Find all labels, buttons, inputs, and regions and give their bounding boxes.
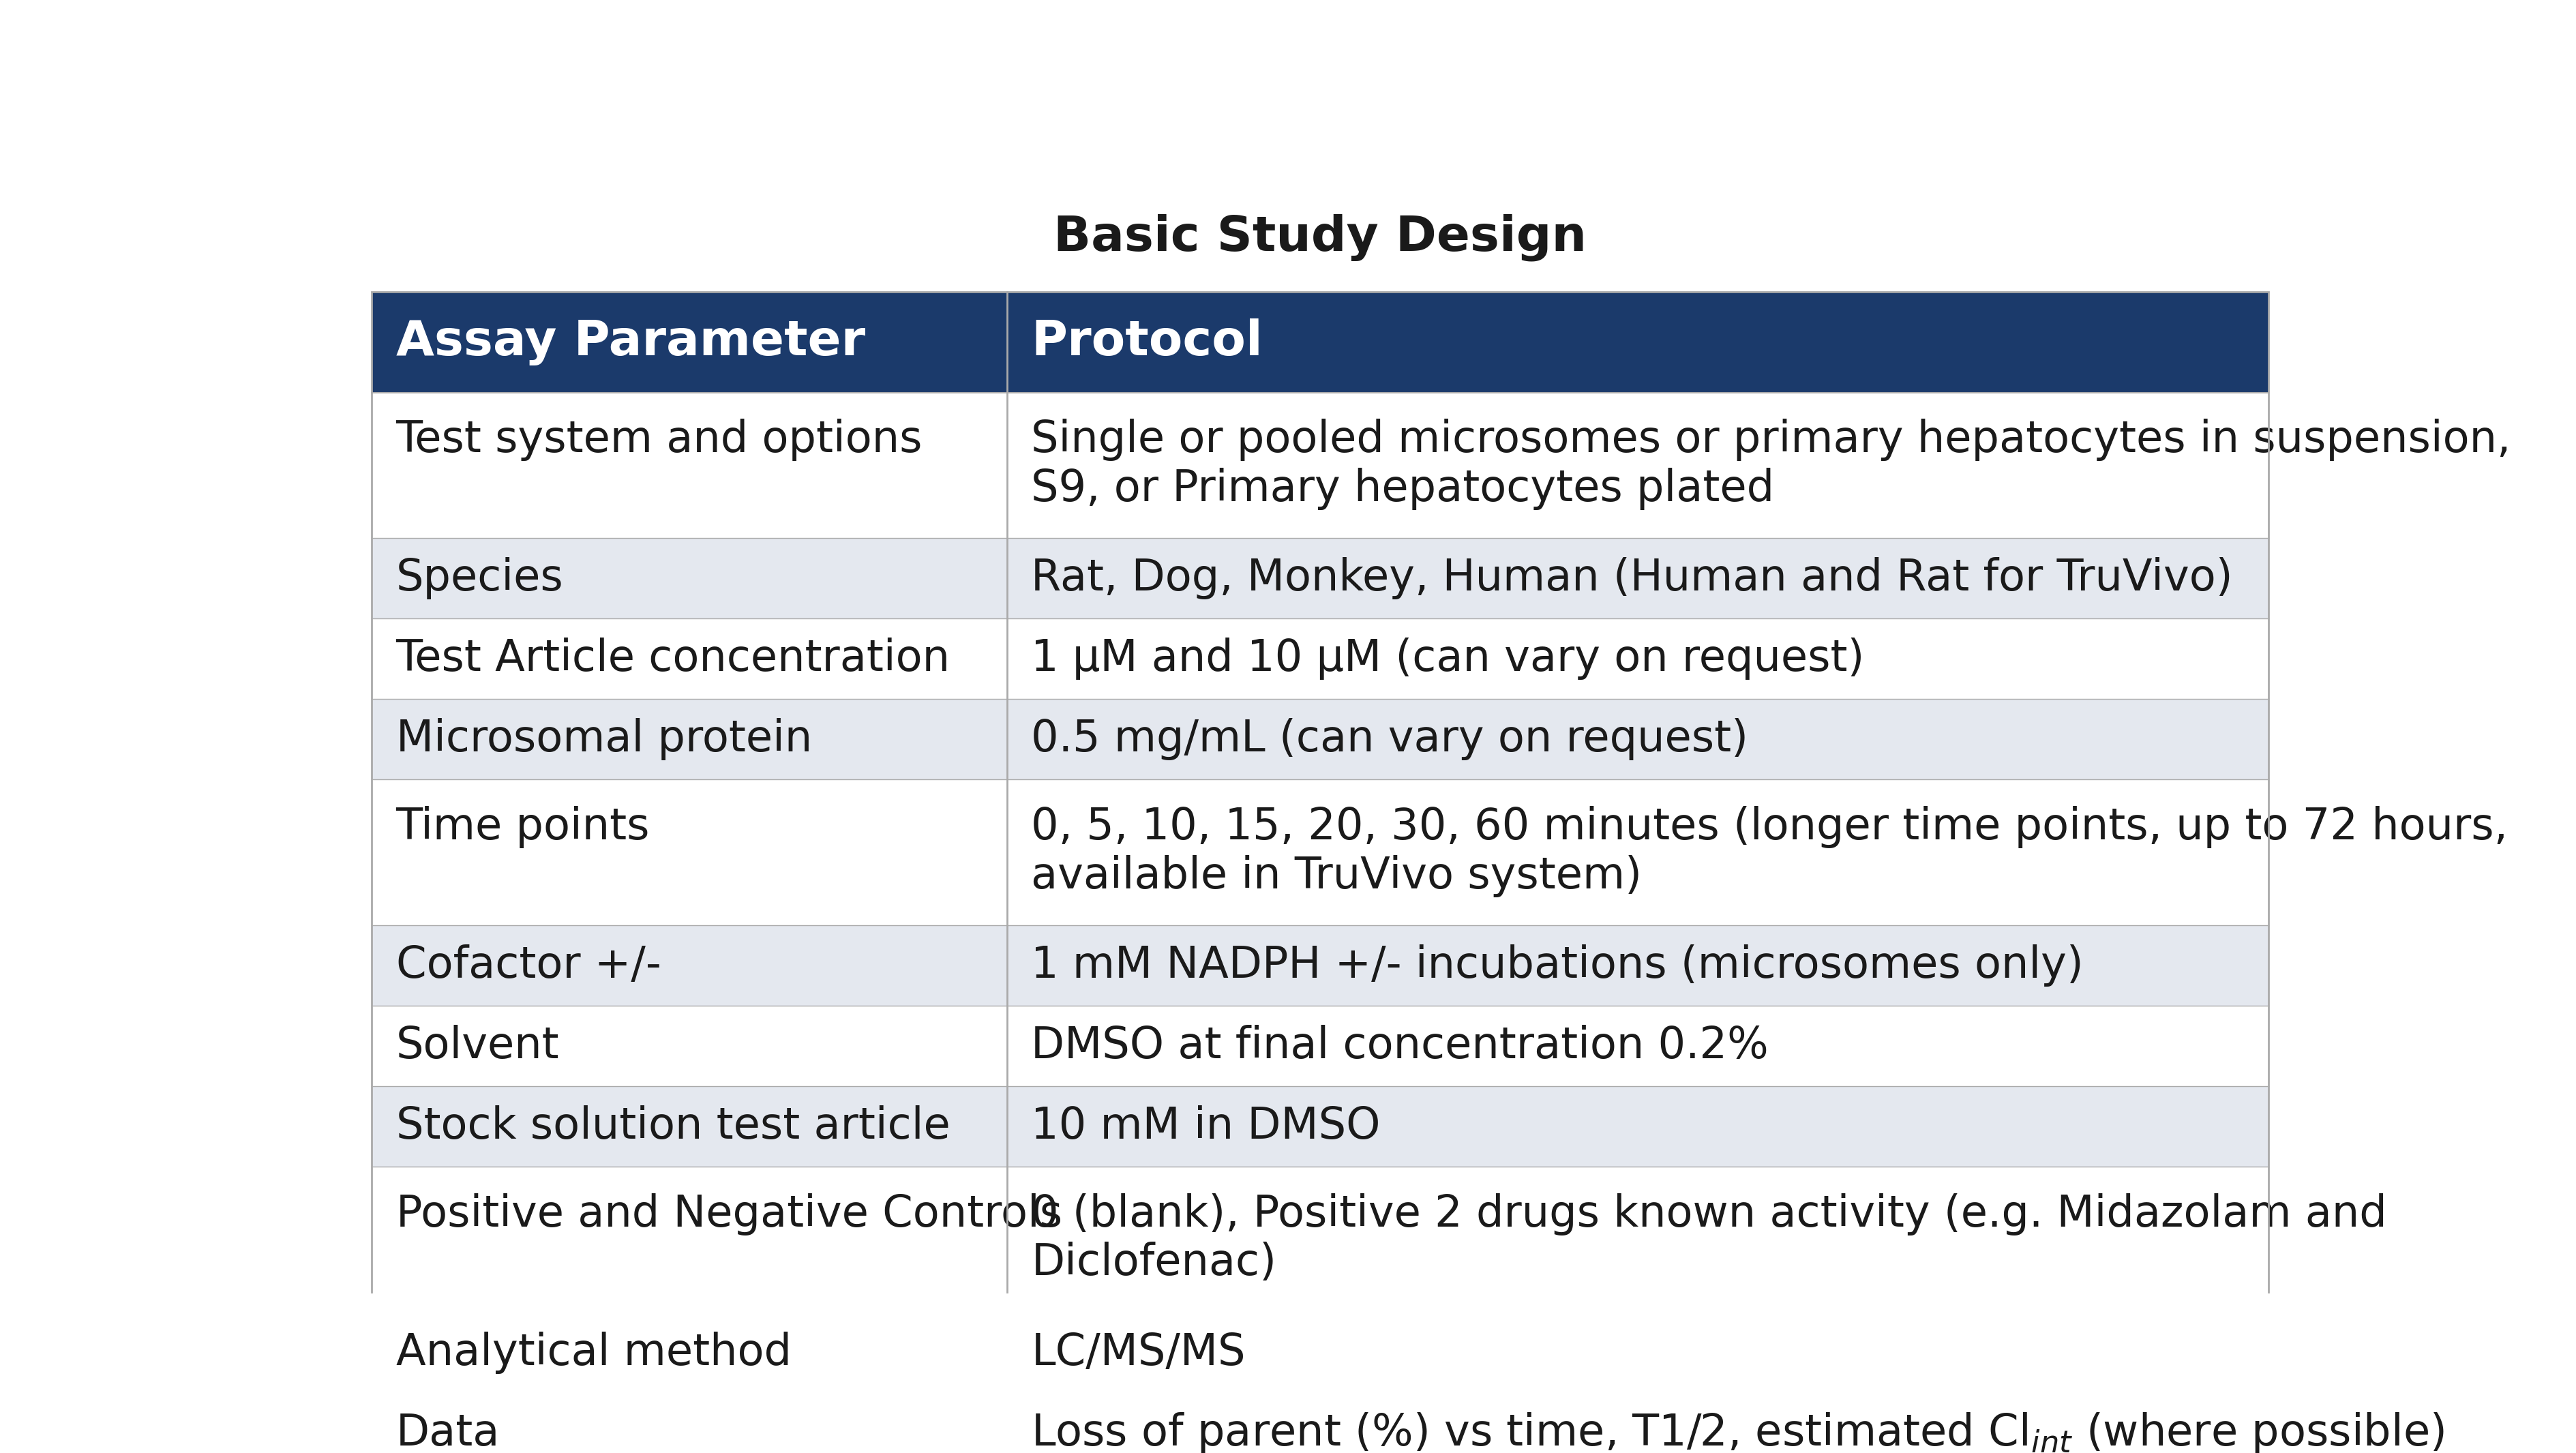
Text: Rat, Dog, Monkey, Human (Human and Rat for TruVivo): Rat, Dog, Monkey, Human (Human and Rat f… — [1030, 556, 2233, 600]
FancyBboxPatch shape — [371, 392, 1007, 538]
FancyBboxPatch shape — [1007, 538, 2269, 619]
FancyBboxPatch shape — [371, 538, 1007, 619]
Text: Protocol: Protocol — [1030, 318, 1262, 366]
FancyBboxPatch shape — [371, 1087, 1007, 1167]
FancyBboxPatch shape — [371, 926, 1007, 1005]
FancyBboxPatch shape — [1007, 1167, 2269, 1312]
Text: Positive and Negative Controls: Positive and Negative Controls — [397, 1193, 1061, 1235]
FancyBboxPatch shape — [371, 1393, 1007, 1453]
Text: Test system and options: Test system and options — [397, 418, 922, 461]
Text: Microsomal protein: Microsomal protein — [397, 718, 811, 760]
FancyBboxPatch shape — [1007, 392, 2269, 538]
Text: Cofactor +/-: Cofactor +/- — [397, 944, 662, 987]
Text: Data: Data — [397, 1412, 500, 1453]
Text: 10 mM in DMSO: 10 mM in DMSO — [1030, 1106, 1381, 1148]
Text: 0 (blank), Positive 2 drugs known activity (e.g. Midazolam and
Diclofenac): 0 (blank), Positive 2 drugs known activi… — [1030, 1193, 2388, 1284]
Text: Solvent: Solvent — [397, 1024, 559, 1067]
FancyBboxPatch shape — [1007, 1087, 2269, 1167]
Text: Basic Study Design: Basic Study Design — [1054, 214, 1587, 262]
FancyBboxPatch shape — [1007, 699, 2269, 780]
Text: DMSO at final concentration 0.2%: DMSO at final concentration 0.2% — [1030, 1024, 1770, 1067]
Text: Species: Species — [397, 556, 564, 600]
Text: Time points: Time points — [397, 806, 649, 849]
FancyBboxPatch shape — [371, 619, 1007, 699]
Text: Assay Parameter: Assay Parameter — [397, 318, 866, 366]
FancyBboxPatch shape — [1007, 780, 2269, 926]
Text: 1 μM and 10 μM (can vary on request): 1 μM and 10 μM (can vary on request) — [1030, 638, 1865, 680]
Text: Loss of parent (%) vs time, T1/2, estimated Cl$_{int}$ (where possible): Loss of parent (%) vs time, T1/2, estima… — [1030, 1411, 2445, 1453]
FancyBboxPatch shape — [1007, 619, 2269, 699]
FancyBboxPatch shape — [371, 699, 1007, 780]
FancyBboxPatch shape — [371, 1312, 1007, 1393]
FancyBboxPatch shape — [1007, 926, 2269, 1005]
Text: 0, 5, 10, 15, 20, 30, 60 minutes (longer time points, up to 72 hours,
available : 0, 5, 10, 15, 20, 30, 60 minutes (longer… — [1030, 806, 2509, 897]
FancyBboxPatch shape — [1007, 1005, 2269, 1087]
Text: 1 mM NADPH +/- incubations (microsomes only): 1 mM NADPH +/- incubations (microsomes o… — [1030, 944, 2084, 987]
Text: Single or pooled microsomes or primary hepatocytes in suspension,
S9, or Primary: Single or pooled microsomes or primary h… — [1030, 418, 2512, 510]
FancyBboxPatch shape — [371, 1005, 1007, 1087]
FancyBboxPatch shape — [1007, 1393, 2269, 1453]
Text: 0.5 mg/mL (can vary on request): 0.5 mg/mL (can vary on request) — [1030, 718, 1749, 760]
FancyBboxPatch shape — [1007, 292, 2269, 392]
Text: Stock solution test article: Stock solution test article — [397, 1106, 951, 1148]
Text: Test Article concentration: Test Article concentration — [397, 638, 951, 680]
FancyBboxPatch shape — [371, 780, 1007, 926]
Text: LC/MS/MS: LC/MS/MS — [1030, 1331, 1247, 1373]
FancyBboxPatch shape — [371, 292, 1007, 392]
FancyBboxPatch shape — [371, 1167, 1007, 1312]
Text: Analytical method: Analytical method — [397, 1331, 791, 1373]
FancyBboxPatch shape — [1007, 1312, 2269, 1393]
